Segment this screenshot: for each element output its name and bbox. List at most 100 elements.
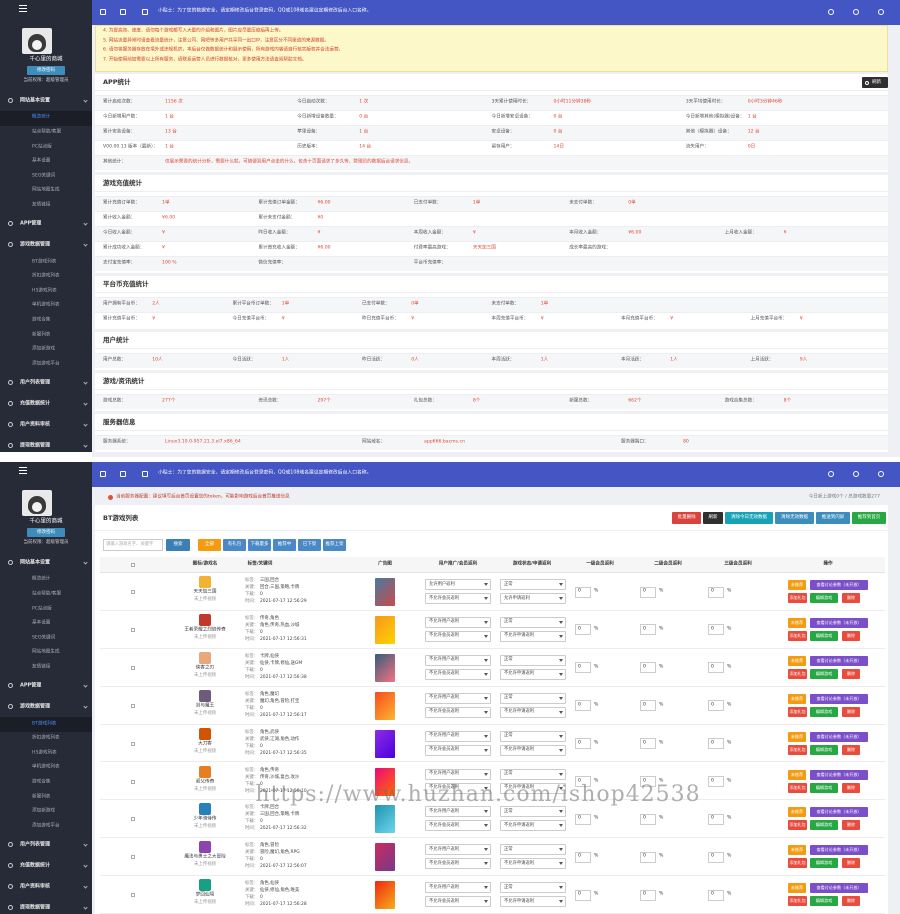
menu-toggle-icon[interactable]	[19, 467, 27, 469]
menu-item[interactable]: 用户资料审核	[20, 883, 51, 889]
row-action-button[interactable]	[842, 896, 860, 907]
search-button-label[interactable]: 搜索	[173, 541, 183, 547]
menu-item[interactable]: APP管理	[20, 220, 42, 227]
select-value[interactable]: 正常	[504, 695, 513, 701]
select-arrow[interactable]	[559, 620, 563, 624]
rebate-value[interactable]: 0	[578, 702, 581, 708]
menu-toggle-icon[interactable]	[19, 11, 27, 13]
rebate-value[interactable]: 0	[711, 702, 714, 708]
rebate-value[interactable]: 0	[578, 664, 581, 670]
select-arrow[interactable]	[484, 900, 488, 904]
row-action-button-label[interactable]: 查看讨论参数（未开放）	[816, 619, 862, 625]
row-action-button-label[interactable]: 添加礼包	[789, 632, 806, 638]
row-action-button-label[interactable]: 删除	[846, 746, 856, 752]
row-action-button[interactable]	[810, 883, 868, 894]
select-box[interactable]	[425, 668, 491, 680]
row-action-button-label[interactable]: 未推荐	[790, 771, 804, 777]
select-box[interactable]	[425, 820, 491, 832]
submenu-item[interactable]: 折扣游戏列表	[32, 273, 60, 279]
rebate-input[interactable]	[708, 738, 724, 750]
select-value[interactable]: 不允许用户返利	[429, 770, 460, 776]
row-checkbox[interactable]	[131, 741, 135, 746]
select-arrow[interactable]	[559, 634, 563, 638]
menu-toggle-icon[interactable]	[19, 5, 27, 7]
select-box[interactable]	[425, 616, 491, 628]
row-action-button[interactable]	[810, 706, 838, 717]
select-arrow[interactable]	[484, 710, 488, 714]
select-arrow[interactable]	[484, 772, 488, 776]
select-box[interactable]	[425, 882, 491, 894]
row-action-button-label[interactable]: 编辑游戏	[815, 746, 833, 752]
row-action-button[interactable]	[788, 782, 807, 793]
select-arrow[interactable]	[559, 848, 563, 852]
menu-item[interactable]: 充值数据统计	[20, 400, 51, 406]
select-value[interactable]: 不允许申请返利	[504, 860, 535, 866]
toolbar-button[interactable]	[775, 512, 814, 524]
rebate-value[interactable]: 0	[643, 588, 646, 594]
select-box[interactable]	[500, 579, 566, 590]
select-box[interactable]	[425, 654, 491, 666]
filter-tab-label[interactable]: 推荐中	[277, 541, 292, 547]
select-box[interactable]	[425, 768, 491, 780]
select-arrow[interactable]	[559, 772, 563, 776]
select-arrow[interactable]	[484, 862, 488, 866]
toolbar-button[interactable]	[816, 512, 850, 524]
change-password-button[interactable]	[27, 528, 65, 537]
select-arrow[interactable]	[484, 748, 488, 752]
row-action-button-label[interactable]: 编辑游戏	[815, 784, 833, 790]
select-value[interactable]: 不允许会员返利	[429, 784, 460, 790]
select-value[interactable]: 不允许会员返利	[429, 822, 460, 828]
submenu-item[interactable]: 友情链接	[32, 202, 51, 208]
row-action-button[interactable]	[810, 693, 868, 704]
row-action-button[interactable]	[788, 858, 807, 869]
row-action-button[interactable]	[788, 668, 807, 679]
row-action-button-label[interactable]: 删除	[846, 784, 856, 790]
select-value[interactable]: 不允许用户返利	[429, 619, 460, 625]
submenu-item[interactable]: 单机游戏列表	[32, 303, 60, 308]
select-arrow[interactable]	[559, 786, 563, 790]
search-button[interactable]	[166, 539, 190, 551]
select-arrow[interactable]	[559, 886, 563, 890]
refresh-button[interactable]	[862, 77, 888, 88]
select-arrow[interactable]	[559, 748, 563, 752]
row-action-button[interactable]	[842, 630, 860, 641]
select-value[interactable]: 允许用户返利	[429, 581, 455, 587]
submenu-item[interactable]: 站点帮助/客服	[32, 129, 62, 135]
rebate-value[interactable]: 0	[711, 626, 714, 632]
select-arrow[interactable]	[484, 734, 488, 738]
select-arrow[interactable]	[484, 583, 488, 586]
row-action-button[interactable]	[842, 782, 860, 793]
select-arrow[interactable]	[559, 862, 563, 866]
select-box[interactable]	[500, 806, 566, 818]
row-action-button-label[interactable]: 编辑游戏	[815, 594, 833, 600]
filter-tab-label[interactable]: 全部	[205, 541, 214, 547]
row-action-button[interactable]	[788, 630, 807, 641]
select-value[interactable]: 正常	[504, 808, 513, 814]
row-action-button[interactable]	[810, 655, 868, 666]
row-action-button[interactable]	[810, 769, 868, 780]
row-action-button-label[interactable]: 未推荐	[790, 581, 804, 587]
topbar-icon[interactable]	[142, 471, 148, 477]
rebate-value[interactable]: 0	[578, 740, 581, 746]
rebate-value[interactable]: 0	[711, 854, 714, 859]
rebate-input[interactable]	[640, 776, 656, 787]
select-box[interactable]	[425, 593, 491, 604]
rebate-input[interactable]	[575, 851, 591, 863]
submenu-item[interactable]: SEO关键词	[32, 635, 56, 641]
row-action-button[interactable]	[788, 580, 806, 590]
toolbar-button[interactable]	[703, 512, 723, 524]
toolbar-button-label[interactable]: 清除今日无效数据	[731, 514, 767, 520]
menu-item[interactable]: 用户列表管理	[20, 841, 51, 847]
row-action-button-label[interactable]: 添加礼包	[789, 670, 806, 676]
select-box[interactable]	[425, 744, 491, 756]
select-value[interactable]: 正常	[504, 846, 513, 852]
select-value[interactable]: 不允许会员返利	[429, 898, 460, 904]
toolbar-button-label[interactable]: 推送到闪屏	[821, 514, 845, 520]
topbar-icon[interactable]	[878, 471, 884, 477]
row-action-button[interactable]	[842, 858, 860, 869]
rebate-input[interactable]	[575, 624, 591, 636]
menu-item[interactable]: 提现数据管理	[20, 442, 51, 448]
submenu-item[interactable]: 添加新游戏	[32, 346, 55, 352]
row-action-button[interactable]	[810, 782, 838, 793]
change-password-button-label[interactable]: 修改密码	[37, 67, 55, 73]
